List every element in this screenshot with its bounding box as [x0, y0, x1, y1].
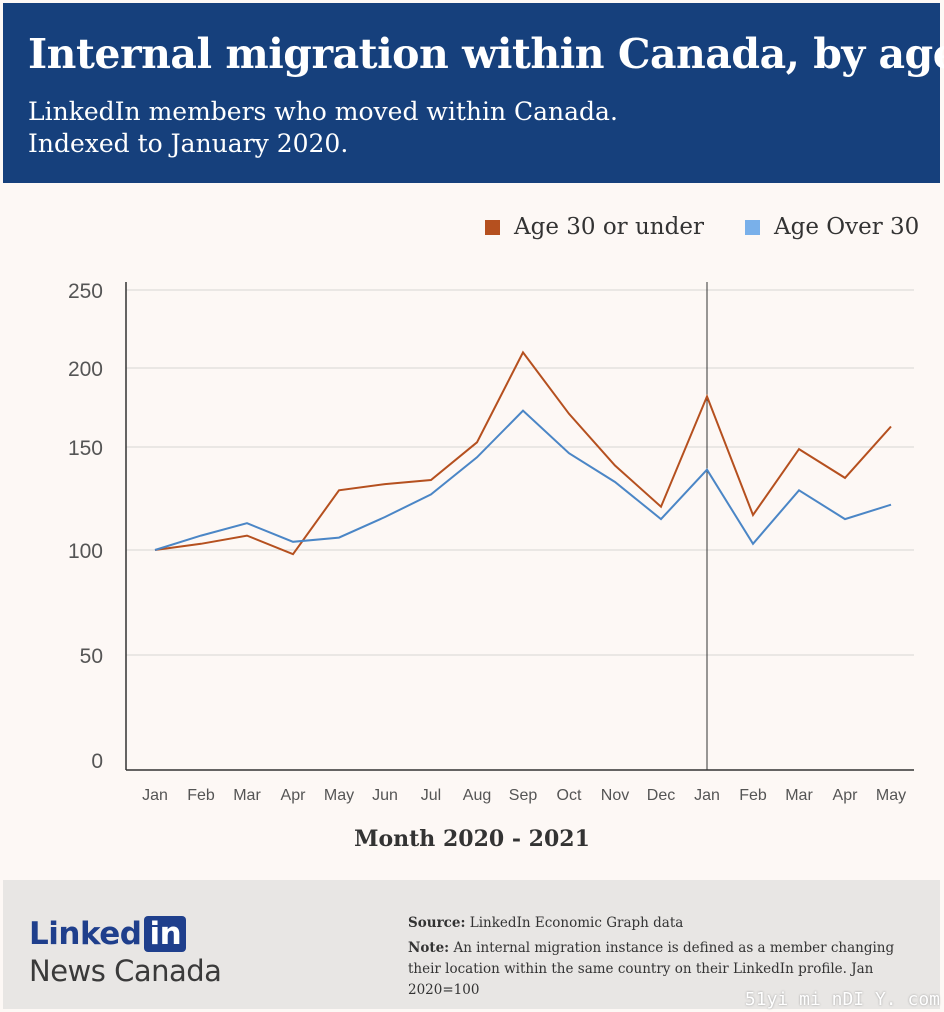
series-line-under30	[154, 350, 892, 556]
legend-label-over30: Age Over 30	[774, 214, 920, 240]
y-tick-label: 200	[68, 358, 103, 381]
chart-title: Internal migration within Canada, by age	[28, 30, 944, 78]
y-tick-label: 100	[68, 540, 103, 563]
y-tick-label: 50	[80, 645, 103, 668]
x-tick-label: Apr	[833, 787, 859, 804]
x-tick-label: Apr	[281, 787, 307, 804]
legend-label-under30: Age 30 or under	[514, 214, 704, 240]
chart-subtitle: LinkedIn members who moved within Canada…	[28, 96, 618, 160]
legend-item-under30: Age 30 or under	[485, 210, 704, 244]
brand-in-box: in	[144, 916, 187, 952]
linkedin-news-logo: Linked in News Canada	[29, 916, 222, 988]
note-text: An internal migration instance is define…	[408, 940, 895, 998]
chart-header: Internal migration within Canada, by age…	[3, 3, 944, 183]
x-tick-label: Sep	[509, 787, 538, 804]
y-tick-label: 0	[91, 750, 103, 773]
legend-swatch-under30	[485, 219, 500, 235]
x-tick-label: Feb	[739, 787, 767, 804]
legend-item-over30: Age Over 30	[745, 210, 919, 244]
x-tick-label: May	[876, 787, 906, 804]
x-tick-label: Oct	[557, 787, 582, 804]
line-chart: 0 50 100 150 200 250 Jan Feb Mar Apr May Jun Jul Aug S…	[68, 280, 914, 804]
series-line-over30	[154, 409, 892, 551]
brand-word: Linked	[29, 916, 142, 952]
watermark: 51yi mi nDI Y. com	[744, 989, 940, 1010]
subtitle-line-2: Indexed to January 2020.	[28, 129, 349, 158]
x-tick-label: Mar	[233, 787, 261, 804]
subtitle-line-1: LinkedIn members who moved within Canada…	[28, 97, 618, 126]
source-line: Source: LinkedIn Economic Graph data	[408, 913, 928, 934]
x-tick-label: Jan	[142, 787, 168, 804]
x-tick-label: Nov	[601, 787, 629, 804]
x-tick-label: Jun	[372, 787, 398, 804]
x-tick-label: Jan	[694, 787, 720, 804]
legend-swatch-over30	[745, 219, 760, 235]
x-tick-label: Jul	[421, 787, 441, 804]
x-tick-label: May	[324, 787, 354, 804]
note-line: Note: An internal migration instance is …	[408, 938, 928, 1001]
note-label: Note:	[408, 940, 450, 956]
y-tick-label: 150	[68, 437, 103, 460]
x-tick-label: Aug	[463, 787, 491, 804]
y-tick-label: 250	[68, 280, 103, 303]
footer-notes: Source: LinkedIn Economic Graph data Not…	[408, 913, 928, 1001]
footer: Linked in News Canada Source: LinkedIn Ec…	[3, 880, 940, 1009]
brand-subtitle: News Canada	[29, 954, 222, 988]
source-text: LinkedIn Economic Graph data	[465, 915, 684, 931]
source-label: Source:	[408, 915, 466, 931]
x-tick-label: Mar	[785, 787, 813, 804]
x-tick-label: Dec	[647, 787, 675, 804]
x-tick-label: Feb	[187, 787, 215, 804]
x-axis-title: Month 2020 - 2021	[354, 826, 590, 852]
